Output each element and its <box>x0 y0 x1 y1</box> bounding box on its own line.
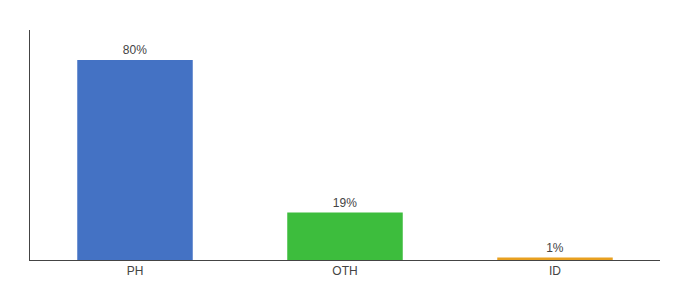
svg-text:PH: PH <box>127 264 144 278</box>
svg-text:19%: 19% <box>333 196 357 210</box>
svg-text:80%: 80% <box>123 43 147 57</box>
svg-text:OTH: OTH <box>332 264 357 278</box>
svg-text:ID: ID <box>549 264 561 278</box>
svg-text:1%: 1% <box>546 241 564 255</box>
